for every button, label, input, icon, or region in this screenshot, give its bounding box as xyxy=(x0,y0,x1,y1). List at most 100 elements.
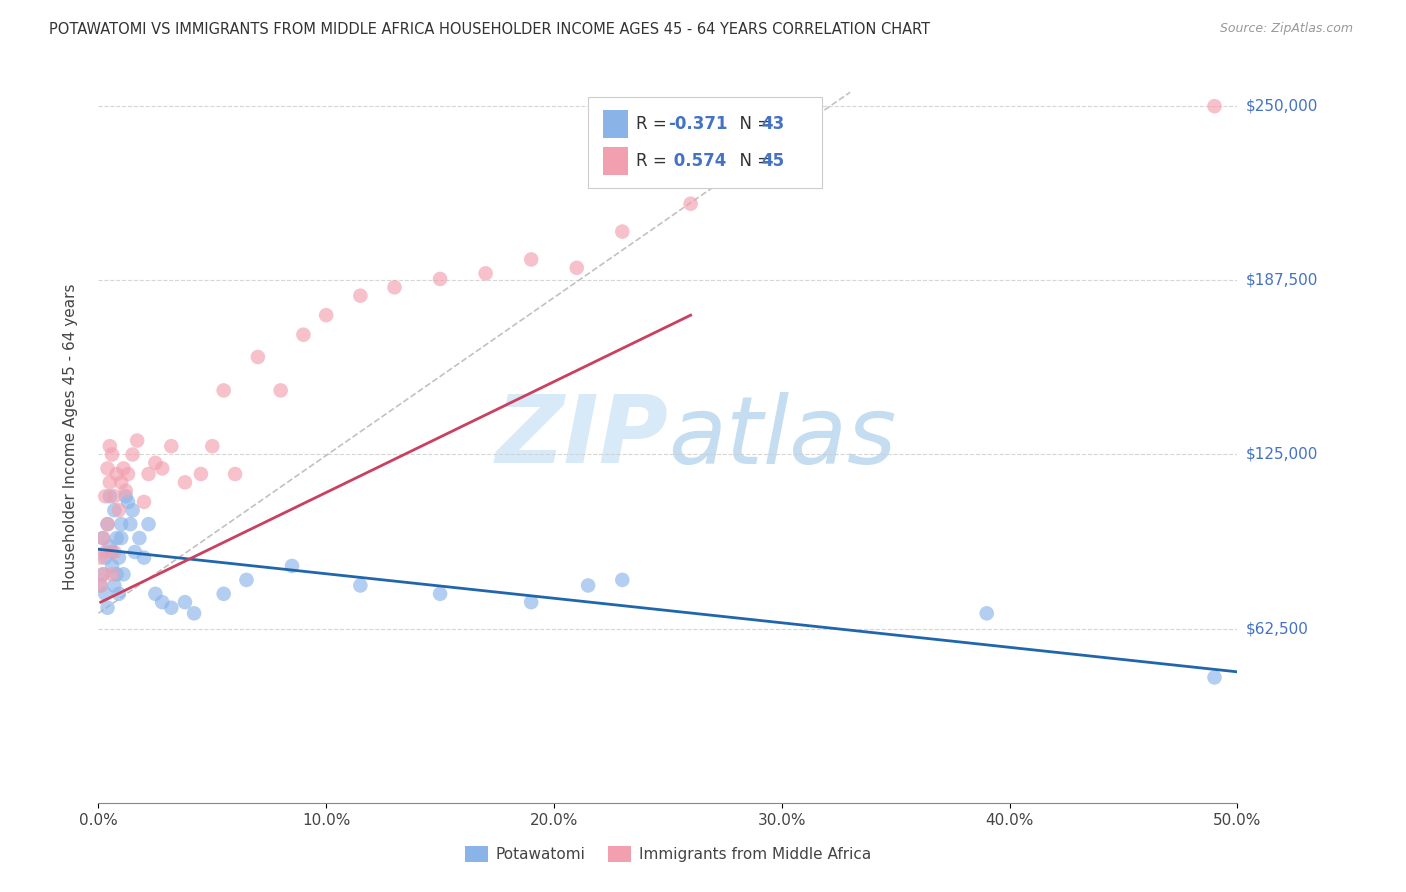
Point xyxy=(1204,670,1226,684)
Text: ZIP: ZIP xyxy=(495,391,668,483)
Point xyxy=(91,531,114,545)
Text: R =: R = xyxy=(636,153,678,170)
Point xyxy=(565,260,588,275)
Point xyxy=(150,595,173,609)
Point xyxy=(281,558,304,573)
Point xyxy=(101,567,124,582)
Point xyxy=(94,587,117,601)
Point xyxy=(96,600,118,615)
Point xyxy=(90,550,112,565)
Y-axis label: Householder Income Ages 45 - 64 years: Householder Income Ages 45 - 64 years xyxy=(63,284,77,591)
Point xyxy=(160,439,183,453)
Point xyxy=(114,489,136,503)
Point xyxy=(94,545,117,559)
Point xyxy=(90,578,112,592)
Point xyxy=(110,475,132,490)
Point xyxy=(190,467,212,481)
Point xyxy=(612,225,634,239)
Point xyxy=(212,587,235,601)
Point xyxy=(103,578,125,592)
Point xyxy=(98,489,121,503)
FancyBboxPatch shape xyxy=(603,111,628,138)
Text: N =: N = xyxy=(730,115,776,133)
Point xyxy=(108,550,131,565)
Point xyxy=(145,456,167,470)
Point xyxy=(138,467,160,481)
Point xyxy=(520,595,543,609)
Text: -0.371: -0.371 xyxy=(668,115,727,133)
Point xyxy=(96,517,118,532)
Point xyxy=(94,489,117,503)
Point xyxy=(103,489,125,503)
Point xyxy=(114,483,136,498)
Point xyxy=(127,434,149,448)
Point xyxy=(103,503,125,517)
Point xyxy=(105,531,128,545)
Point xyxy=(246,350,269,364)
Point xyxy=(138,517,160,532)
FancyBboxPatch shape xyxy=(603,147,628,175)
Text: atlas: atlas xyxy=(668,392,896,483)
Text: $187,500: $187,500 xyxy=(1246,273,1317,288)
Point xyxy=(91,567,114,582)
Point xyxy=(108,503,131,517)
Text: POTAWATOMI VS IMMIGRANTS FROM MIDDLE AFRICA HOUSEHOLDER INCOME AGES 45 - 64 YEAR: POTAWATOMI VS IMMIGRANTS FROM MIDDLE AFR… xyxy=(49,22,931,37)
Point xyxy=(212,384,235,398)
Text: R =: R = xyxy=(636,115,672,133)
Text: $62,500: $62,500 xyxy=(1246,621,1309,636)
Point xyxy=(349,578,371,592)
Point xyxy=(110,517,132,532)
Point xyxy=(98,475,121,490)
Point xyxy=(117,467,139,481)
Point xyxy=(91,531,114,545)
Point xyxy=(101,545,124,559)
Point xyxy=(121,448,143,462)
Text: 43: 43 xyxy=(761,115,785,133)
Point xyxy=(121,503,143,517)
Point xyxy=(98,439,121,453)
Text: $125,000: $125,000 xyxy=(1246,447,1317,462)
Point xyxy=(1204,99,1226,113)
Point xyxy=(576,578,599,592)
Point xyxy=(117,495,139,509)
Point xyxy=(384,280,406,294)
Point xyxy=(132,550,155,565)
Point xyxy=(429,272,451,286)
Point xyxy=(270,384,292,398)
Point xyxy=(105,567,128,582)
Legend: Potawatomi, Immigrants from Middle Africa: Potawatomi, Immigrants from Middle Afric… xyxy=(458,840,877,868)
Point xyxy=(96,461,118,475)
Point xyxy=(235,573,257,587)
Point xyxy=(201,439,224,453)
Point xyxy=(132,495,155,509)
Text: $250,000: $250,000 xyxy=(1246,99,1317,113)
Point xyxy=(429,587,451,601)
Point xyxy=(160,600,183,615)
Point xyxy=(174,595,197,609)
Text: N =: N = xyxy=(730,153,776,170)
Point xyxy=(174,475,197,490)
Point xyxy=(101,558,124,573)
Point xyxy=(112,461,135,475)
Point xyxy=(112,567,135,582)
Point xyxy=(110,531,132,545)
Point xyxy=(91,567,114,582)
Point xyxy=(976,607,998,621)
Point xyxy=(224,467,246,481)
Text: 0.574: 0.574 xyxy=(668,153,727,170)
Point xyxy=(150,461,173,475)
Point xyxy=(96,517,118,532)
Point xyxy=(105,467,128,481)
Point xyxy=(349,288,371,302)
Point xyxy=(612,573,634,587)
Point xyxy=(315,308,337,322)
Text: Source: ZipAtlas.com: Source: ZipAtlas.com xyxy=(1219,22,1353,36)
Point xyxy=(108,587,131,601)
Point xyxy=(128,531,150,545)
Point xyxy=(292,327,315,342)
Point xyxy=(90,578,112,592)
Point xyxy=(124,545,146,559)
Text: 45: 45 xyxy=(761,153,785,170)
Point xyxy=(679,196,702,211)
Point xyxy=(120,517,142,532)
